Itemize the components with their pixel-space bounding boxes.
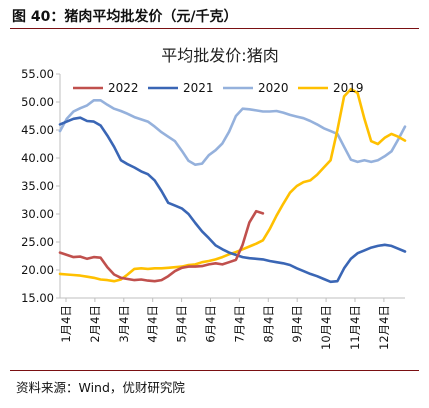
y-tick-label: 30.00 — [21, 207, 54, 221]
y-tick-label: 20.00 — [21, 263, 54, 277]
line-chart: 平均批发价:猪肉 15.00 20.00 25.00 30.00 35.00 40.00 4… — [21, 46, 407, 350]
x-tick-label: 3月4日 — [117, 305, 131, 343]
y-tick-label: 45.00 — [21, 123, 54, 137]
x-tick-label: 9月4日 — [290, 305, 304, 343]
x-tick-label: 11月4日 — [348, 305, 362, 350]
figure-caption: 图 40：猪肉平均批发价（元/千克） — [12, 9, 238, 25]
y-tick-label: 35.00 — [21, 179, 54, 193]
series-line-2021 — [58, 116, 407, 284]
y-tick-label: 25.00 — [21, 235, 54, 249]
x-tick-label: 7月4日 — [232, 305, 246, 343]
legend: 2022 2021 2020 2019 — [73, 81, 364, 95]
x-tick-label: 1月4日 — [59, 305, 73, 343]
y-tick-label: 40.00 — [21, 151, 54, 165]
y-tick-label: 55.00 — [21, 67, 54, 81]
y-tick-label: 50.00 — [21, 95, 54, 109]
series-lines — [58, 87, 407, 284]
x-axis: 1月4日 2月4日 3月4日 4月4日 5月4日 6月4日 7月4日 8月4日 9月4日 10月4… — [59, 297, 405, 350]
footer-rule — [10, 370, 419, 371]
legend-label-2019: 2019 — [333, 81, 364, 95]
x-tick-label: 10月4日 — [319, 305, 333, 350]
y-axis: 15.00 20.00 25.00 30.00 35.00 40.00 45.00 50.00… — [21, 67, 61, 305]
chart-area: 平均批发价:猪肉 15.00 20.00 25.00 30.00 35.00 40.00 4… — [0, 32, 429, 372]
legend-label-2021: 2021 — [183, 81, 214, 95]
chart-title: 平均批发价:猪肉 — [161, 46, 278, 65]
x-tick-label: 4月4日 — [146, 305, 160, 343]
legend-label-2020: 2020 — [258, 81, 289, 95]
series-line-2022 — [58, 209, 265, 283]
x-tick-label: 12月4日 — [377, 305, 391, 350]
series-line-2020 — [58, 99, 407, 166]
x-tick-label: 2月4日 — [88, 305, 102, 343]
figure-header: 图 40：猪肉平均批发价（元/千克） — [0, 0, 429, 30]
y-tick-label: 15.00 — [21, 291, 54, 305]
x-tick-label: 6月4日 — [203, 305, 217, 343]
header-rule — [10, 28, 419, 29]
x-tick-label: 8月4日 — [261, 305, 275, 343]
source-note: 资料来源：Wind，优财研究院 — [16, 380, 185, 395]
x-tick-label: 5月4日 — [175, 305, 189, 343]
legend-label-2022: 2022 — [108, 81, 139, 95]
